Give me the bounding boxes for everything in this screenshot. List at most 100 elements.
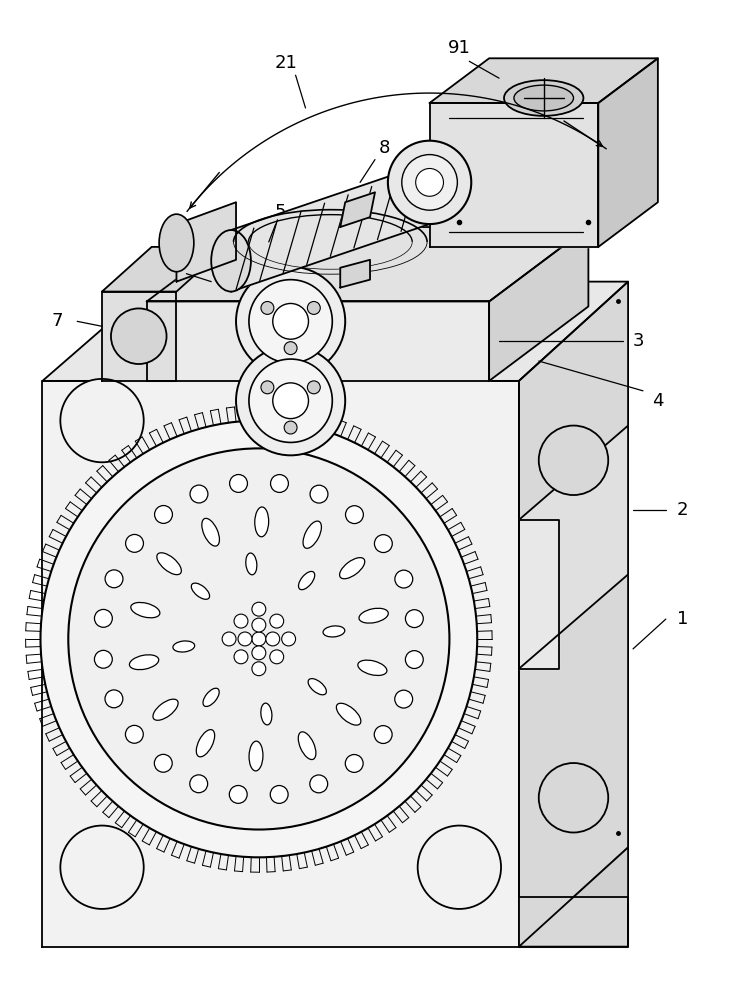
Circle shape [310, 775, 327, 793]
Circle shape [234, 614, 248, 628]
Ellipse shape [191, 583, 210, 599]
Circle shape [236, 346, 345, 455]
Circle shape [273, 303, 309, 339]
Text: 21: 21 [275, 54, 297, 72]
Text: 9: 9 [171, 258, 182, 276]
Polygon shape [147, 301, 489, 381]
Circle shape [261, 381, 274, 394]
Circle shape [69, 448, 449, 830]
Ellipse shape [359, 608, 389, 623]
Circle shape [105, 690, 123, 708]
Circle shape [154, 506, 172, 523]
Circle shape [405, 610, 423, 628]
Circle shape [539, 426, 608, 495]
Circle shape [125, 534, 143, 552]
Circle shape [282, 632, 295, 646]
Circle shape [189, 775, 207, 793]
Circle shape [374, 535, 392, 553]
Circle shape [310, 485, 328, 503]
Circle shape [236, 267, 345, 376]
Circle shape [95, 650, 113, 668]
Ellipse shape [358, 660, 387, 675]
Circle shape [60, 826, 144, 909]
Circle shape [105, 570, 123, 588]
Polygon shape [519, 847, 628, 947]
Circle shape [395, 690, 413, 708]
Circle shape [252, 632, 266, 646]
Circle shape [261, 301, 274, 314]
Circle shape [154, 754, 172, 772]
Circle shape [345, 506, 363, 524]
Ellipse shape [298, 571, 315, 590]
Circle shape [273, 383, 309, 419]
Polygon shape [519, 897, 628, 947]
Polygon shape [519, 520, 559, 669]
Ellipse shape [336, 703, 361, 725]
Circle shape [249, 359, 332, 442]
Polygon shape [340, 192, 375, 227]
Polygon shape [519, 426, 628, 669]
Circle shape [266, 632, 280, 646]
Text: 3: 3 [633, 332, 644, 350]
Polygon shape [598, 58, 658, 247]
Ellipse shape [173, 641, 195, 652]
Ellipse shape [254, 507, 269, 537]
Circle shape [345, 755, 363, 772]
Circle shape [284, 342, 297, 355]
Polygon shape [231, 163, 430, 292]
Text: 4: 4 [652, 392, 664, 410]
Circle shape [249, 280, 332, 363]
Ellipse shape [211, 230, 251, 292]
Circle shape [230, 475, 248, 492]
Circle shape [539, 763, 608, 833]
Circle shape [270, 614, 283, 628]
Circle shape [60, 379, 144, 462]
Ellipse shape [202, 518, 219, 546]
Polygon shape [430, 58, 658, 103]
Circle shape [271, 475, 289, 492]
Circle shape [388, 141, 471, 224]
Circle shape [252, 618, 266, 632]
Polygon shape [340, 260, 370, 288]
Circle shape [40, 421, 477, 857]
Circle shape [374, 726, 392, 743]
Ellipse shape [157, 553, 181, 575]
Circle shape [238, 632, 252, 646]
Ellipse shape [514, 85, 574, 111]
Circle shape [252, 662, 266, 676]
Ellipse shape [153, 699, 178, 720]
Circle shape [95, 609, 113, 627]
Circle shape [252, 602, 266, 616]
Polygon shape [43, 282, 628, 381]
Ellipse shape [504, 80, 583, 116]
Circle shape [222, 632, 236, 646]
Text: 7: 7 [51, 312, 63, 330]
Polygon shape [102, 292, 177, 381]
Ellipse shape [249, 741, 263, 771]
Polygon shape [177, 202, 236, 282]
Polygon shape [519, 282, 628, 947]
Ellipse shape [129, 655, 159, 670]
Ellipse shape [131, 602, 160, 618]
Ellipse shape [298, 732, 316, 760]
Text: 2: 2 [677, 501, 689, 519]
Circle shape [307, 301, 320, 314]
Circle shape [405, 651, 423, 668]
Text: 1: 1 [677, 610, 689, 628]
Circle shape [190, 485, 208, 503]
Ellipse shape [303, 521, 322, 548]
Ellipse shape [196, 730, 215, 757]
Ellipse shape [413, 163, 446, 224]
Circle shape [252, 646, 266, 660]
Ellipse shape [261, 703, 272, 725]
Circle shape [416, 168, 443, 196]
Circle shape [395, 570, 413, 588]
Text: 8: 8 [379, 139, 391, 157]
Text: 91: 91 [448, 39, 471, 57]
Ellipse shape [159, 214, 194, 272]
Ellipse shape [245, 553, 257, 575]
Polygon shape [102, 247, 226, 292]
Polygon shape [489, 227, 589, 381]
Polygon shape [430, 103, 598, 247]
Circle shape [402, 155, 457, 210]
